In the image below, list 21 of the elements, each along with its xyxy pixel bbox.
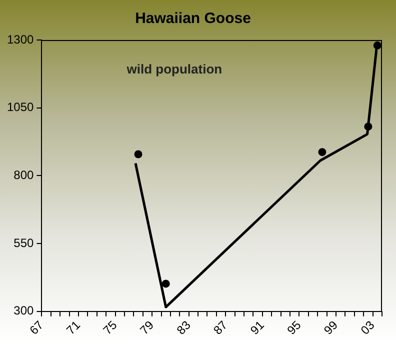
x-tick-label: 03 [358, 318, 378, 338]
point [318, 148, 326, 156]
chart-title: Hawaiian Goose [135, 10, 251, 28]
y-tick-label: 1050 [6, 100, 34, 114]
x-tick-label: 99 [321, 318, 341, 338]
x-tick-label: 75 [100, 318, 120, 338]
x-tick-label: 95 [284, 318, 304, 338]
point [373, 41, 382, 50]
annotation: wild population [126, 62, 222, 77]
y-tick-label: 300 [14, 304, 34, 318]
x-tick-label: 79 [137, 318, 157, 338]
point [134, 150, 142, 158]
x-tick-label: 87 [210, 318, 230, 338]
x-tick-label: 67 [26, 318, 46, 338]
point [162, 280, 170, 288]
y-tick-label: 550 [14, 236, 34, 250]
x-tick-label: 91 [248, 318, 268, 338]
x-tick-label: 83 [174, 318, 194, 338]
y-tick-label: 800 [14, 168, 34, 182]
y-tick-label: 1300 [6, 32, 34, 46]
x-tick-label: 71 [64, 318, 84, 338]
